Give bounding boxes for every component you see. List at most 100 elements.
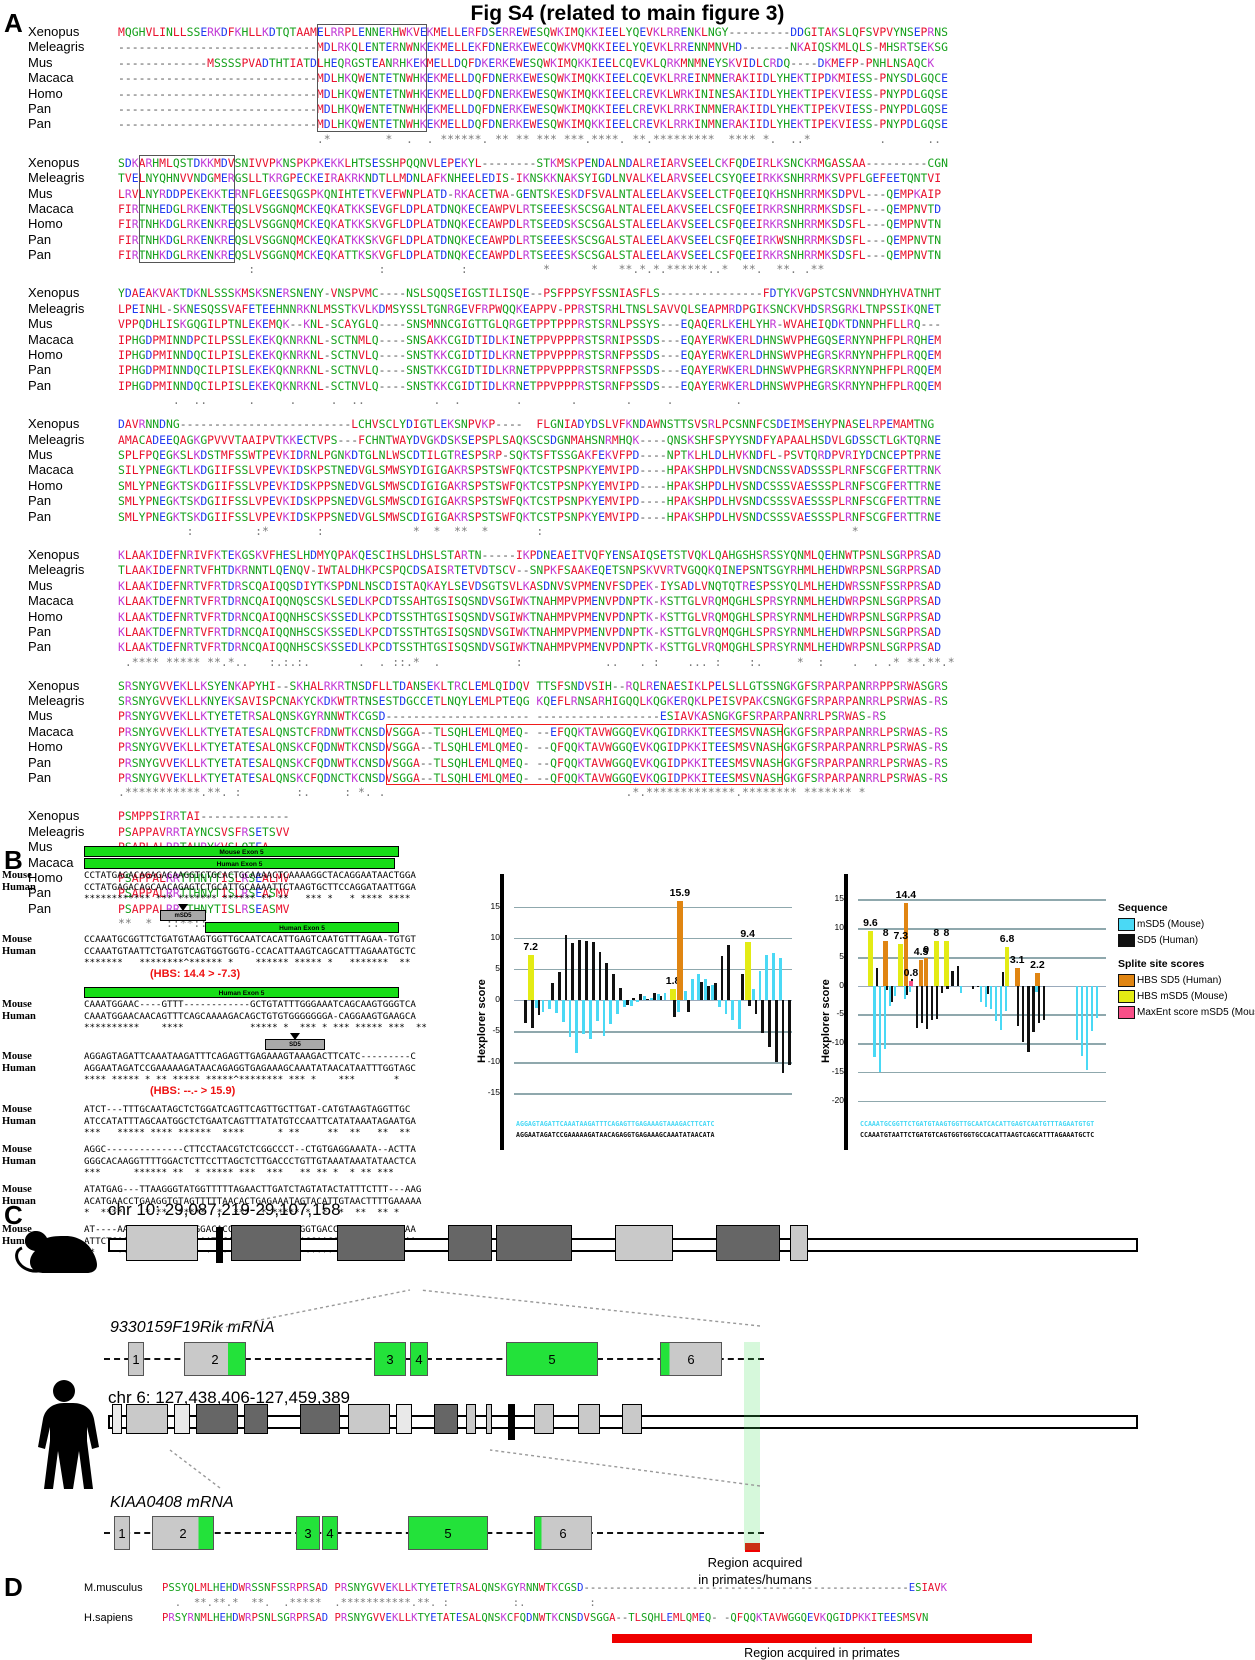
gridline	[514, 1062, 792, 1064]
gridline	[514, 1031, 792, 1033]
legend-item-label: mSD5 (Mouse)	[1137, 919, 1205, 930]
mrna-exon: 2	[152, 1516, 214, 1550]
gridline	[514, 1093, 792, 1095]
alignment-sequence: PRSNYGVVEKLLKTYETETRSALQNSKGYRNNWTKCGSD-…	[118, 709, 887, 724]
alignment-sequence: TVELNYQHNVVNDGMERGSLLTKRGPECKEIRAKRKNDTL…	[118, 171, 942, 186]
alignment-sequence: TLAAKIDEFNRTVFHTDKRNNTLQENQV-IWTALDHKPCS…	[118, 563, 942, 578]
alignment-sequence: IPHGDPMINNDQCILPISLEKEKQKNRKNL-SCTNVLQ--…	[118, 363, 942, 378]
human-silhouette-icon	[38, 1380, 99, 1489]
species-label: Pan	[28, 116, 52, 132]
hexplorer-bar	[656, 994, 660, 1000]
alignment-row: Macaca KLAAKTDEFNRTVFRTDRNCQAIQQNQSCSKLSE…	[0, 593, 1255, 608]
dna-conservation: ******* ********^****** * ****** ***** *…	[84, 957, 411, 968]
acquired-region-band	[744, 1342, 760, 1550]
hexplorer-bar	[754, 1000, 758, 1014]
alignment-row: Meleagris TVELNYQHNVVNDGMERGSLLTKRGPECKEI…	[0, 170, 1255, 185]
alignment-row: Pan SMLYPNEGKTSKDGIIFSSLVPEVKIDSKPPSNEDVG…	[0, 493, 1255, 508]
hexplorer-bar	[1086, 985, 1089, 1071]
mrna-exon: 4	[410, 1342, 428, 1376]
genomic-exon	[231, 1225, 301, 1261]
hexplorer-bar	[1027, 985, 1030, 1052]
alignment-sequence: SRSNYGVVEKLLKNYEKSAVISPCNAKYCKDKWTRTNSES…	[118, 694, 948, 709]
species-label: Mus	[28, 839, 53, 855]
dna-conservation: *** ****** ** * ***** *** *** ** ** * * …	[84, 1167, 394, 1178]
species-label: Xenopus	[28, 154, 80, 170]
hexplorer-bar	[686, 1000, 690, 1013]
alignment-row: Mus KLAAKIDEFNRTVFRTDRSCQAIQQSDIYTKSPDNLN…	[0, 578, 1255, 593]
y-tick-label: -15	[831, 1065, 844, 1076]
species-label: Meleagris	[28, 693, 85, 709]
mouse-sequence-strip: AGGAGTAGATTCAAATAAGATTTCAGAGTTGAGAAAGTAA…	[516, 1120, 715, 1128]
gridline	[514, 968, 792, 971]
splice-score-bar	[944, 940, 949, 986]
splice-score-label: 8	[882, 926, 889, 939]
y-tick-label: 15	[490, 900, 500, 911]
hexplorer-bar	[605, 962, 609, 1000]
alignment-row: Pan IPHGDPMINNDQCILPISLEKEKQKNRKNL-SCTNVL…	[0, 362, 1255, 377]
dna-conservation: * **** * ** ***** * *** * ***** * * * **…	[84, 1207, 400, 1218]
hexplorer-bar	[772, 952, 775, 1000]
hexplorer-bar	[578, 939, 582, 1000]
alignment-sequence: SRSNYGVVEKLLKSYENKAPYHI--SKHALRKRTNSDFLL…	[118, 678, 948, 693]
hexplorer-bar	[976, 985, 979, 987]
alignment-sequence: -----------------------------MDLHKQWENTE…	[118, 101, 948, 116]
splice-score-bar	[1035, 973, 1040, 986]
y-tick-label: -5	[492, 1025, 500, 1036]
hexplorer-bar	[1091, 985, 1094, 1031]
alignment-sequence: YDAEAKVAKTDKNLSSSKMSKSNERSNENY-VNSPVMC--…	[118, 286, 942, 301]
y-axis-label: Hexplorer score	[820, 978, 832, 1063]
hexplorer-bar	[591, 942, 595, 1000]
species-label: Xenopus	[28, 24, 80, 39]
mouse-locus-label: chr 10: 29,087,219-29,107,158	[108, 1200, 341, 1219]
species-label: Pan	[28, 639, 52, 655]
gridline	[858, 1071, 1106, 1074]
dna-sequence: ACATGAACCTGAAGGTGTAGTTTTTAACACTGAGAAATAG…	[84, 1195, 422, 1207]
conserved-position-marker	[508, 1404, 515, 1440]
hexplorer-bar	[663, 992, 667, 1000]
splice-score-label: 7.3	[893, 929, 909, 942]
species-row-label: Mouse	[2, 999, 32, 1010]
species-label: Pan	[28, 231, 52, 247]
alignment-row: Pan -----------------------------MDLHKQWE…	[0, 101, 1255, 116]
splice-score-bar	[868, 930, 873, 986]
hexplorer-bar	[625, 1000, 629, 1005]
hexplorer-bar	[979, 985, 982, 1002]
panel-d-species-label: H.sapiens	[84, 1612, 133, 1624]
hexplorer-bar	[571, 943, 575, 1000]
splice-score-label: 9.6	[863, 916, 878, 929]
species-row-label: Human	[2, 1010, 36, 1022]
alignment-row: Pan FIRTNHKDGLRKENKREQSLVSGGNQMCKEQKATTKS…	[0, 247, 1255, 262]
alignment-row: Xenopus YDAEAKVAKTDKNLSSSKMSKSNERSNENY-VN…	[0, 285, 1255, 300]
alignment-sequence: KLAAKIDEFNRTVFRTDRSCQAIQQSDIYTKSPDNLNSCD…	[118, 578, 942, 593]
alignment-row: Macaca SILYPNEGKTLKDGIIFSSLVPEVKIDSKPSTNE…	[0, 462, 1255, 477]
y-axis-line	[500, 874, 504, 1150]
y-tick-label: 10	[490, 931, 500, 942]
panel-letter-a: A	[4, 8, 23, 38]
splice-score-bar	[669, 988, 677, 1000]
hexplorer-bar	[986, 985, 990, 995]
hexplorer-bar	[926, 985, 929, 1029]
panel-letter-d: D	[4, 1572, 23, 1602]
genomic-exon	[615, 1225, 673, 1261]
y-tick-label: -15	[487, 1087, 500, 1098]
species-label: Pan	[28, 885, 52, 901]
hexplorer-bar	[931, 985, 934, 1021]
hexplorer-bar	[774, 1000, 778, 1063]
human-mrna-label: KIAA0408 mRNA	[110, 1494, 234, 1511]
splice-score-label: 9	[923, 944, 930, 957]
alignment-row: Pan SMLYPNEGKTSKDGIIFSSLVPEVKIDSKPPSNEDVG…	[0, 509, 1255, 524]
species-label: Mus	[28, 185, 53, 201]
alignment-row: Homo KLAAKTDEFNRTVFRTDRNCQAIQQNHSCSKSSEDL…	[0, 609, 1255, 624]
alignment-sequence: SDKARHMLQSTDKKMDVSNIVVPKNSPKPKEKKLHTSESS…	[118, 155, 948, 170]
splice-score-label: 8	[933, 926, 940, 939]
y-tick-label: 0	[495, 994, 500, 1004]
splice-score-label: 9.4	[740, 927, 755, 940]
hexplorer-bar	[652, 992, 656, 1000]
genomic-exon	[396, 1404, 412, 1434]
dna-sequence: ATCCATATTTAGCAATGGCTCTGAATCAGTTTATATGTCC…	[84, 1115, 416, 1127]
alignment-row: Xenopus MQGHVLINLLSSERKDFKHLLKDTQTAAMELRR…	[0, 24, 1255, 39]
dna-sequence: AGGAGTAGATTCAAATAAGATTTCAGAGTTGAGAAAGTAA…	[84, 1051, 416, 1062]
mrna-exon: 1	[114, 1516, 130, 1550]
alignment-sequence: IPHGDPMINNDQCILPISLEKEKQKNRKNL-SCTNVLQ--…	[118, 348, 942, 363]
species-label: Pan	[28, 362, 52, 378]
